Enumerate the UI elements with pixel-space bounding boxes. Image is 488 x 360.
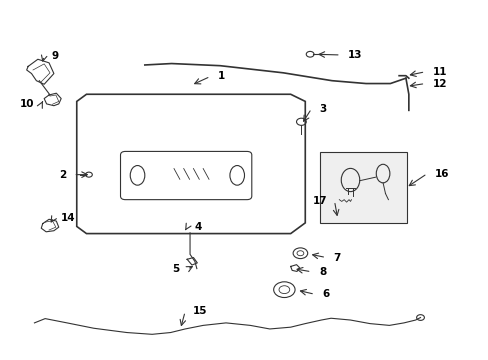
Text: 3: 3	[318, 104, 325, 113]
Text: 7: 7	[333, 252, 340, 262]
Text: 13: 13	[347, 50, 362, 60]
Text: 15: 15	[192, 306, 206, 316]
Text: 14: 14	[61, 212, 76, 222]
Text: 9: 9	[51, 51, 59, 61]
Text: 11: 11	[432, 67, 446, 77]
Text: 2: 2	[59, 170, 66, 180]
Text: 5: 5	[172, 264, 180, 274]
Polygon shape	[319, 152, 407, 223]
Text: 1: 1	[217, 71, 224, 81]
Text: 8: 8	[318, 267, 325, 277]
Text: 6: 6	[322, 289, 329, 299]
Text: 4: 4	[194, 222, 202, 232]
Text: 17: 17	[312, 196, 326, 206]
Text: 10: 10	[20, 99, 34, 109]
Text: 16: 16	[434, 168, 448, 179]
Text: 12: 12	[432, 78, 446, 89]
